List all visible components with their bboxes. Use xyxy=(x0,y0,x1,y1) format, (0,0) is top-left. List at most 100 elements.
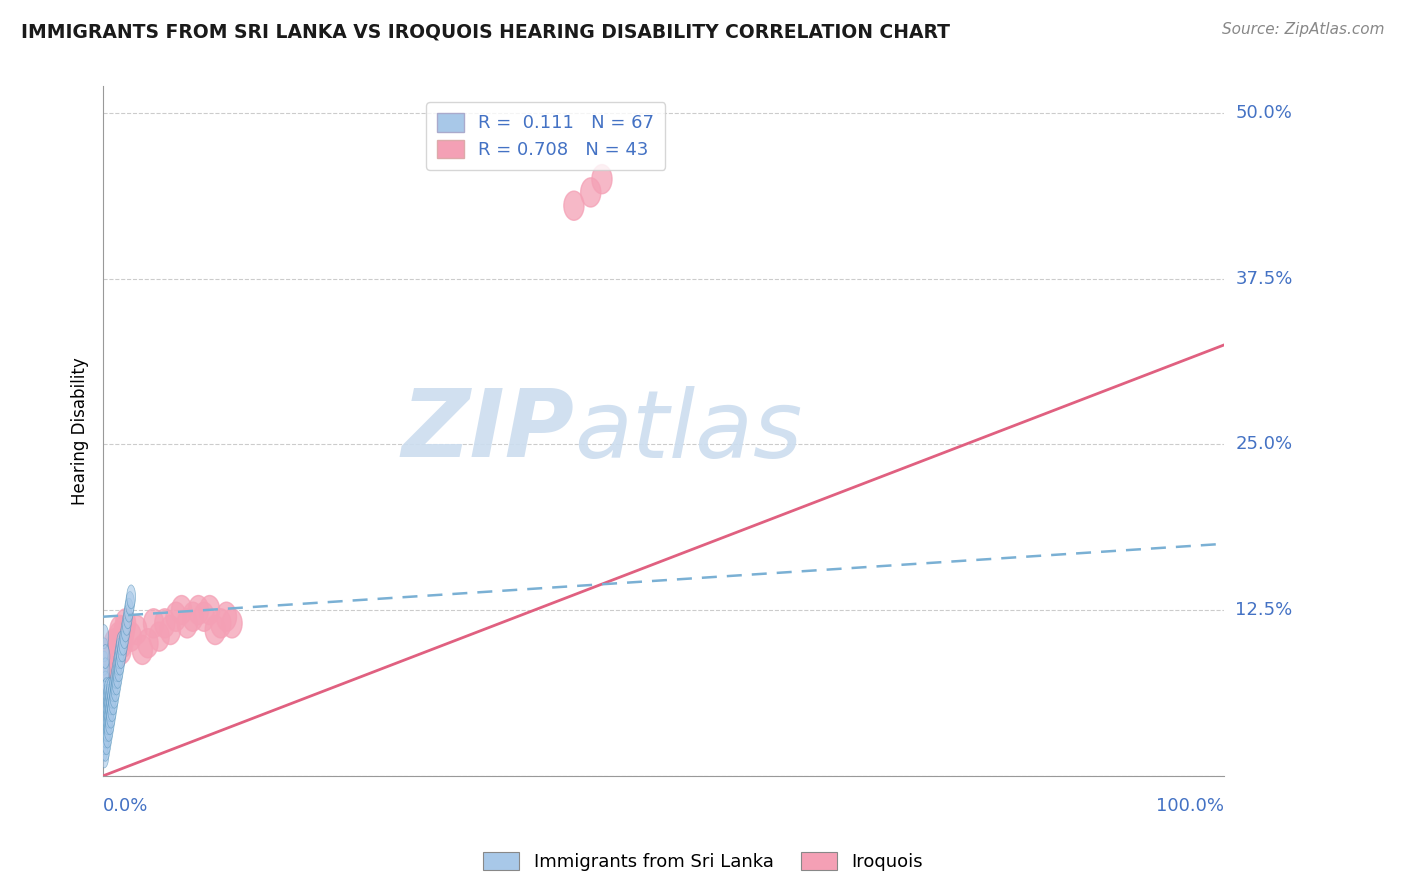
Ellipse shape xyxy=(124,599,134,622)
Ellipse shape xyxy=(101,698,110,722)
Ellipse shape xyxy=(217,602,236,632)
Ellipse shape xyxy=(160,615,180,645)
Ellipse shape xyxy=(107,678,115,702)
Ellipse shape xyxy=(103,678,111,702)
Ellipse shape xyxy=(124,605,132,629)
Ellipse shape xyxy=(115,651,124,675)
Ellipse shape xyxy=(155,608,174,638)
Ellipse shape xyxy=(103,717,111,741)
Ellipse shape xyxy=(118,638,127,662)
Ellipse shape xyxy=(101,642,121,671)
Ellipse shape xyxy=(194,602,214,632)
Ellipse shape xyxy=(143,608,163,638)
Ellipse shape xyxy=(101,711,110,735)
Ellipse shape xyxy=(149,622,169,651)
Ellipse shape xyxy=(103,698,112,722)
Text: atlas: atlas xyxy=(574,385,803,476)
Ellipse shape xyxy=(112,629,132,657)
Ellipse shape xyxy=(121,618,129,642)
Ellipse shape xyxy=(188,596,208,624)
Ellipse shape xyxy=(117,632,125,656)
Ellipse shape xyxy=(211,608,231,638)
Ellipse shape xyxy=(121,622,141,651)
Ellipse shape xyxy=(108,678,118,702)
Ellipse shape xyxy=(125,591,135,615)
Text: IMMIGRANTS FROM SRI LANKA VS IROQUOIS HEARING DISABILITY CORRELATION CHART: IMMIGRANTS FROM SRI LANKA VS IROQUOIS HE… xyxy=(21,22,950,41)
Ellipse shape xyxy=(108,684,117,708)
Ellipse shape xyxy=(100,678,108,702)
Ellipse shape xyxy=(105,642,125,671)
Ellipse shape xyxy=(120,632,128,656)
Ellipse shape xyxy=(114,645,124,668)
Ellipse shape xyxy=(94,675,114,705)
Ellipse shape xyxy=(100,731,108,755)
Ellipse shape xyxy=(138,629,157,657)
Ellipse shape xyxy=(105,684,114,708)
Ellipse shape xyxy=(114,615,135,645)
Ellipse shape xyxy=(101,657,110,681)
Ellipse shape xyxy=(127,585,135,608)
Ellipse shape xyxy=(110,671,120,695)
Ellipse shape xyxy=(110,615,129,645)
Ellipse shape xyxy=(97,662,117,691)
Ellipse shape xyxy=(107,691,115,714)
Ellipse shape xyxy=(100,665,108,689)
Ellipse shape xyxy=(177,608,197,638)
Ellipse shape xyxy=(108,691,118,714)
Ellipse shape xyxy=(98,738,108,761)
Ellipse shape xyxy=(101,684,110,708)
Y-axis label: Hearing Disability: Hearing Disability xyxy=(72,357,89,505)
Ellipse shape xyxy=(200,596,219,624)
Ellipse shape xyxy=(101,724,110,748)
Ellipse shape xyxy=(127,615,146,645)
Ellipse shape xyxy=(114,665,122,689)
Text: 37.5%: 37.5% xyxy=(1236,269,1292,287)
Ellipse shape xyxy=(120,624,129,648)
Ellipse shape xyxy=(104,691,114,714)
Ellipse shape xyxy=(100,717,108,741)
Text: 25.0%: 25.0% xyxy=(1236,435,1292,453)
Ellipse shape xyxy=(97,656,118,684)
Ellipse shape xyxy=(114,622,134,651)
Ellipse shape xyxy=(98,648,120,678)
Ellipse shape xyxy=(103,691,111,714)
Ellipse shape xyxy=(183,602,202,632)
Text: 12.5%: 12.5% xyxy=(1236,601,1292,619)
Ellipse shape xyxy=(103,731,111,755)
Ellipse shape xyxy=(108,698,117,722)
Ellipse shape xyxy=(104,678,114,702)
Ellipse shape xyxy=(108,629,128,657)
Ellipse shape xyxy=(101,645,110,668)
Ellipse shape xyxy=(103,724,112,748)
Ellipse shape xyxy=(100,705,108,728)
Ellipse shape xyxy=(100,638,108,662)
Ellipse shape xyxy=(112,671,121,695)
Ellipse shape xyxy=(103,635,124,665)
Ellipse shape xyxy=(111,678,120,702)
Ellipse shape xyxy=(107,635,127,665)
Ellipse shape xyxy=(103,684,112,708)
Ellipse shape xyxy=(103,711,112,735)
Ellipse shape xyxy=(103,648,122,678)
Ellipse shape xyxy=(110,684,120,708)
Ellipse shape xyxy=(96,668,115,698)
Ellipse shape xyxy=(105,698,114,722)
Ellipse shape xyxy=(100,691,108,714)
Ellipse shape xyxy=(100,624,108,648)
Ellipse shape xyxy=(100,651,108,675)
Legend: R =  0.111   N = 67, R = 0.708   N = 43: R = 0.111 N = 67, R = 0.708 N = 43 xyxy=(426,103,665,169)
Ellipse shape xyxy=(107,705,115,728)
Ellipse shape xyxy=(101,738,110,761)
Ellipse shape xyxy=(564,191,583,220)
Ellipse shape xyxy=(93,689,114,717)
Ellipse shape xyxy=(114,651,122,675)
Ellipse shape xyxy=(166,602,186,632)
Text: 50.0%: 50.0% xyxy=(1236,103,1292,122)
Ellipse shape xyxy=(132,635,152,665)
Ellipse shape xyxy=(111,635,131,665)
Text: 0.0%: 0.0% xyxy=(103,797,149,814)
Ellipse shape xyxy=(222,608,242,638)
Ellipse shape xyxy=(100,744,108,768)
Text: 100.0%: 100.0% xyxy=(1156,797,1225,814)
Ellipse shape xyxy=(98,711,108,735)
